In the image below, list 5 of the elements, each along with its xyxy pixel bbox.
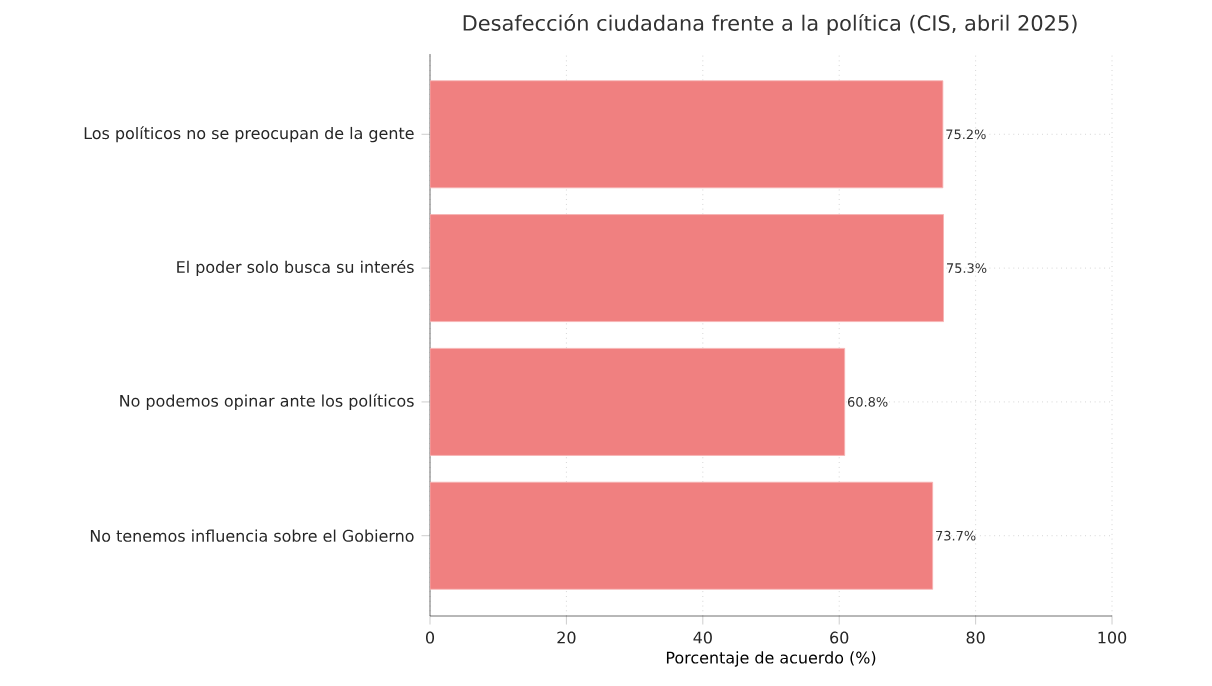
bar: [430, 347, 846, 456]
bar: [430, 80, 944, 189]
chart-title: Desafección ciudadana frente a la política (CIS, abril 2025): [463, 13, 1077, 35]
bar: [430, 214, 944, 323]
bar: [430, 481, 934, 590]
